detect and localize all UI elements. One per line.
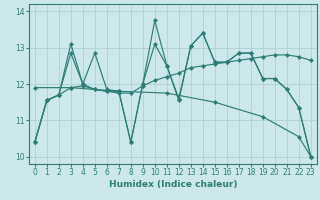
X-axis label: Humidex (Indice chaleur): Humidex (Indice chaleur) xyxy=(108,180,237,189)
